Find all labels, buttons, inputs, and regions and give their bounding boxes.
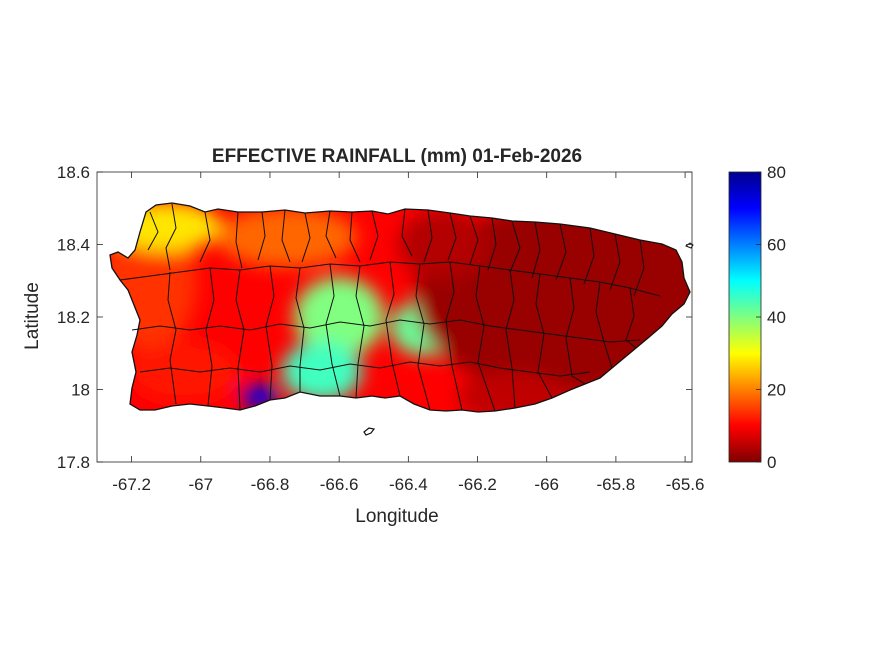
- caja-de-muerto-island: [363, 427, 376, 436]
- rainfall-region-north-east: [397, 209, 488, 280]
- municipality-border: [235, 269, 245, 411]
- y-tick-label: 17.8: [57, 453, 90, 472]
- x-tick-label: -66: [534, 475, 559, 494]
- municipality-border: [265, 265, 275, 401]
- municipality-border: [475, 265, 496, 412]
- municipality-border: [415, 263, 431, 411]
- x-tick-label: -65.6: [666, 475, 705, 494]
- x-tick-label: -66.2: [458, 475, 497, 494]
- municipality-border: [295, 267, 305, 392]
- y-tick-label: 18.6: [57, 163, 90, 182]
- municipality-border: [167, 271, 177, 405]
- municipality-border: [531, 221, 541, 279]
- municipality-border: [423, 209, 433, 263]
- island-coastline: [109, 202, 691, 413]
- municipality-border: [199, 211, 211, 263]
- municipality-border: [595, 281, 613, 369]
- rainfall-region-north-central: [217, 207, 358, 268]
- municipality-border: [555, 223, 567, 281]
- colorbar-ticks: 0 20 40 60 80: [756, 163, 786, 472]
- y-tick-label: 18.4: [57, 236, 90, 255]
- municipality-border: [235, 211, 243, 269]
- municipality-border: [445, 261, 463, 411]
- y-tick-label: 18: [71, 381, 90, 400]
- municipality-border: [505, 269, 516, 409]
- rainfall-region-central-mountains: [294, 277, 385, 357]
- municipality-border: [147, 211, 159, 251]
- chart-title: EFFECTIVE RAINFALL (mm) 01-Feb-2026: [212, 146, 582, 167]
- municipality-border: [401, 208, 413, 257]
- rainfall-region-south-central: [281, 341, 362, 402]
- municipality-border: [349, 211, 361, 263]
- x-tick-label: -65.8: [597, 475, 636, 494]
- x-tick-label: -67.2: [112, 475, 151, 494]
- colorbar-tick-label: 0: [767, 453, 776, 472]
- municipality-border: [487, 217, 497, 271]
- municipality-border: [281, 209, 291, 263]
- x-tick-label: -66.6: [320, 475, 359, 494]
- municipality-boundaries: [119, 203, 661, 412]
- municipality-border: [385, 261, 401, 397]
- municipality-border: [325, 210, 337, 259]
- x-tick-label: -66.8: [251, 475, 290, 494]
- culebrita-fragment: [684, 242, 694, 249]
- municipality-border: [131, 319, 641, 343]
- x-axis: -67.2 -67 -66.8 -66.6 -66.4 -66.2 -66 -65.8 -65.…: [112, 172, 704, 494]
- x-tick-label: -67: [188, 475, 213, 494]
- municipality-border: [139, 361, 591, 377]
- municipality-border: [633, 239, 645, 297]
- raster-blobs: [110, 203, 690, 412]
- x-tick-label: -66.4: [389, 475, 428, 494]
- municipality-border: [205, 267, 215, 407]
- colorbar-tick-label: 40: [767, 308, 786, 327]
- colorbar-tick-label: 60: [767, 236, 786, 255]
- municipality-border: [535, 273, 553, 399]
- municipality-border: [565, 277, 586, 385]
- municipality-border: [625, 287, 637, 349]
- x-axis-label: Longitude: [355, 506, 438, 527]
- municipality-border: [369, 210, 379, 261]
- municipality-border: [583, 227, 595, 285]
- municipality-border: [447, 212, 457, 261]
- municipality-border: [355, 265, 365, 399]
- municipality-border: [325, 263, 341, 397]
- colorbar-tick-label: 20: [767, 381, 786, 400]
- rainfall-raster: [110, 203, 690, 412]
- municipality-border: [609, 233, 621, 291]
- y-tick-label: 18.2: [57, 308, 90, 327]
- municipality-border: [257, 211, 266, 261]
- colorbar-tick-label: 80: [767, 163, 786, 182]
- y-axis: 17.8 18 18.2 18.4 18.6: [57, 163, 692, 472]
- municipality-border: [469, 215, 479, 265]
- municipality-border: [509, 220, 521, 273]
- municipality-border: [301, 212, 311, 263]
- rainfall-region-southwest: [128, 341, 239, 402]
- municipality-border: [165, 203, 177, 271]
- y-axis-label: Latitude: [22, 282, 43, 350]
